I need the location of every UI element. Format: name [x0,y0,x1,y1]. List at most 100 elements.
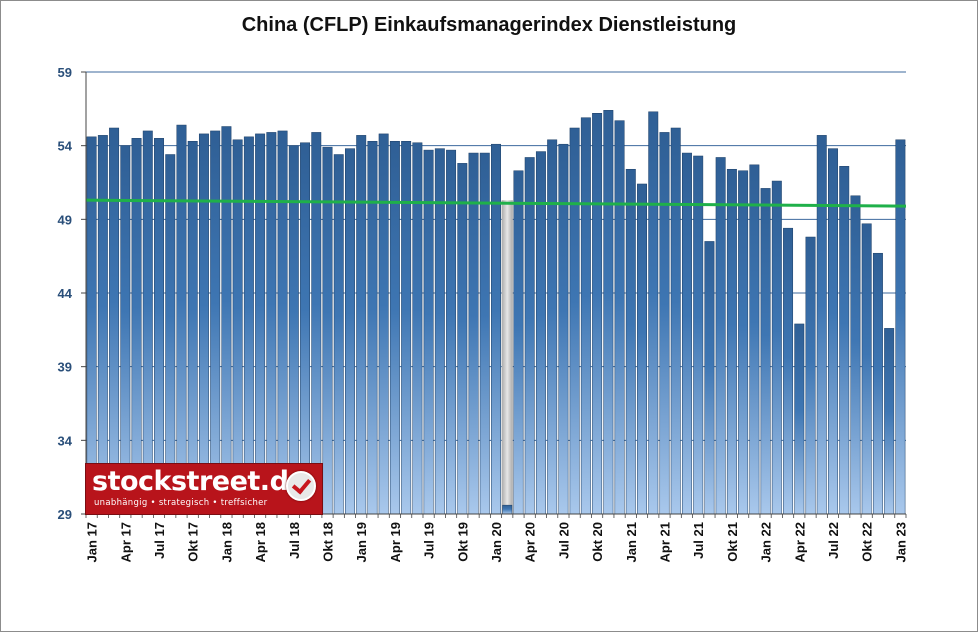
checkmark-icon [286,471,316,501]
bar [300,142,311,515]
y-tick-label: 34 [58,433,73,448]
x-tick-label: Okt 19 [455,522,470,562]
x-tick-label: Okt 17 [186,522,201,562]
bar [850,195,861,515]
x-tick-label: Apr 22 [792,522,807,562]
bar [670,127,681,515]
bar [603,110,614,515]
bar [210,130,221,515]
bar [805,236,816,515]
x-tick-label: Apr 18 [253,522,268,562]
bar [738,170,749,515]
x-tick-label: Apr 19 [388,522,403,562]
x-tick-label: Jul 20 [556,522,571,559]
x-tick-label: Jan 23 [893,522,908,562]
bar [783,227,794,515]
bar [176,124,187,515]
x-tick-label: Jul 19 [422,522,437,559]
bar [839,166,850,515]
x-tick-label: Jul 22 [826,522,841,559]
bar [771,180,782,515]
bar [221,126,232,515]
bar [97,135,108,515]
x-tick-label: Okt 21 [725,522,740,562]
bar [704,241,715,515]
bar [255,133,266,515]
bar [884,328,895,515]
bar [726,168,737,515]
y-tick-labels: 29 34 39 44 49 54 59 [58,65,73,522]
x-tick-label: Okt 22 [860,522,875,562]
bar [86,136,97,515]
bar [580,117,591,515]
x-tick-label: Okt 18 [321,522,336,562]
x-tick-label: Apr 20 [523,522,538,562]
bar [142,130,153,515]
x-tick-labels: Jan 17 Apr 17 Jul 17 Okt 17 Jan 18 Apr 18 Jul … [85,522,909,562]
bar [165,154,176,515]
y-tick-label: 39 [58,360,72,375]
bar [154,138,164,515]
bar [895,139,906,515]
bar [367,140,378,515]
bar [109,127,120,515]
chart-title: China (CFLP) Einkaufsmanagerindex Dienst… [241,14,737,36]
bar [468,152,479,515]
bar [535,151,546,515]
trend-line [85,198,907,208]
y-tick-label: 54 [58,139,73,154]
trend-line-group [85,198,907,208]
bar [266,132,277,515]
bar [558,143,569,515]
bar [828,148,838,515]
bar [625,168,636,515]
bar [187,140,198,515]
x-tick-label: Jul 21 [691,522,706,559]
bar [614,120,625,515]
bar [592,113,603,515]
bar [569,127,580,515]
bar [378,133,389,515]
bar [446,149,457,515]
bar [715,157,726,515]
bar [243,136,254,515]
x-tick-label: Jan 20 [489,522,504,562]
bar [872,252,883,515]
bar [637,183,647,515]
bar [423,149,434,515]
bar [131,138,142,515]
bar [681,152,692,515]
bar [198,133,209,515]
bar [760,188,771,515]
x-tick-label: Jan 19 [354,522,369,562]
bar [457,163,468,515]
bar [749,164,760,515]
bar [401,140,412,515]
y-tick-label: 59 [58,65,72,80]
x-tick-label: Jan 17 [85,522,100,562]
y-tick-label: 44 [58,286,73,301]
bar [794,323,805,515]
bar [524,157,535,515]
x-tick-label: Jan 18 [219,522,234,562]
x-tick-label: Apr 17 [118,522,133,562]
bar [861,223,872,515]
bar [648,111,659,515]
x-tick-label: Jul 17 [152,522,167,559]
bar-series [86,110,906,515]
bar [491,143,501,515]
bar [356,135,367,515]
x-tick-label: Jan 22 [759,522,774,562]
x-tick-label: Apr 21 [657,522,672,562]
bar [311,132,322,515]
bar [659,132,670,515]
bar [333,154,344,515]
bar [693,155,704,515]
bar [816,135,827,515]
highlight-column [501,200,513,514]
bar [513,170,524,515]
bar [277,130,288,515]
bar [412,142,423,515]
x-tick-label: Jul 18 [287,522,302,559]
